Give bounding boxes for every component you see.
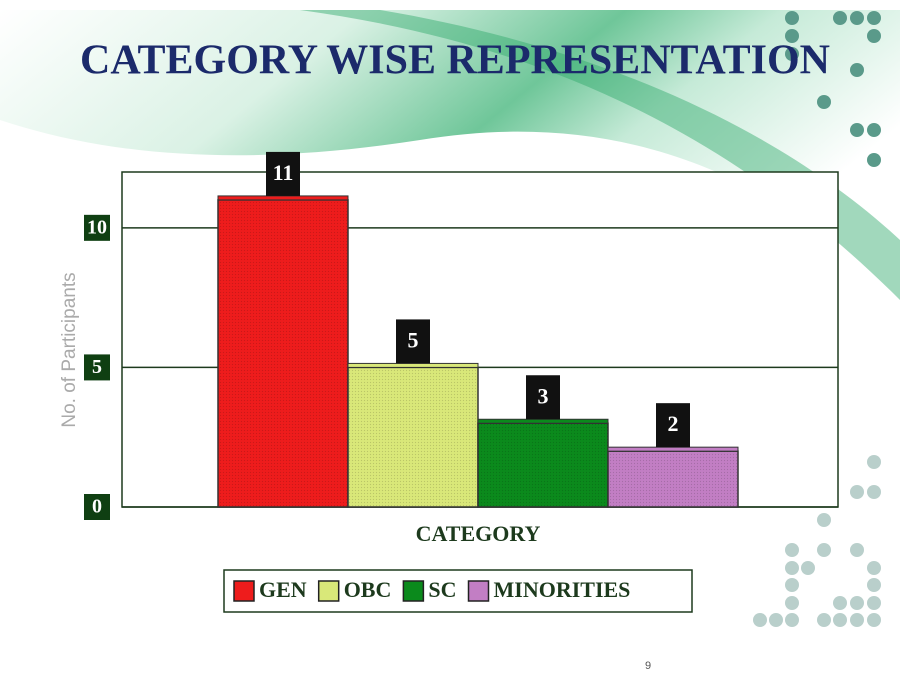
value-label: 2 [668, 411, 679, 436]
legend-box [223, 569, 693, 613]
x-axis-label: CATEGORY [416, 521, 541, 546]
y-tick-box [84, 494, 110, 520]
value-label: 5 [408, 327, 419, 352]
legend-swatch [467, 580, 490, 602]
y-tick-box [84, 214, 110, 241]
legend-label: OBC [344, 577, 392, 602]
value-label: 11 [273, 160, 294, 185]
bar-texture [608, 451, 738, 507]
value-label: 3 [538, 383, 549, 408]
bar-top [607, 446, 739, 452]
bar-texture [348, 367, 478, 507]
value-label-box [656, 403, 690, 448]
value-label-box [396, 319, 430, 364]
slide-number: 9 [645, 660, 651, 672]
bar-top [347, 362, 479, 368]
legend-label: SC [428, 577, 456, 602]
legend-swatch [317, 580, 340, 602]
bar-texture [218, 199, 348, 507]
legend-label: GEN [259, 577, 307, 602]
bar-top [477, 418, 609, 424]
y-tick-label: 5 [92, 356, 102, 378]
value-label-box [266, 151, 300, 196]
legend-label: MINORITIES [494, 577, 631, 602]
y-tick-label: 0 [92, 496, 102, 518]
legend-swatch [402, 580, 425, 602]
slide-title: CATEGORY WISE REPRESENTATION [80, 38, 830, 84]
bar-texture [478, 423, 608, 507]
swoosh-band [300, 10, 900, 300]
swoosh [0, 10, 900, 300]
y-tick-box [84, 354, 110, 381]
dot-decoration-light [753, 373, 881, 627]
value-label-box [526, 375, 560, 420]
y-tick-label: 10 [87, 216, 107, 238]
legend-swatch [233, 580, 255, 602]
bar-top [217, 195, 349, 201]
y-axis-label: No. of Participants [59, 272, 80, 427]
chart: 0 5 10 11 5 3 2 GEN OBC SC MINORITIES [84, 151, 838, 602]
